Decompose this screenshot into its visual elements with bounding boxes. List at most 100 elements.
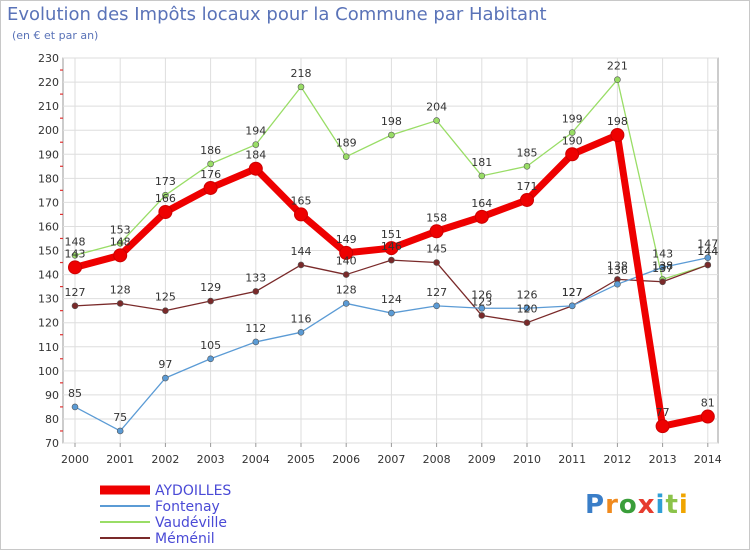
data-point	[568, 129, 576, 136]
data-label: 127	[562, 286, 583, 299]
data-label: 126	[517, 288, 538, 301]
data-label: 140	[336, 255, 357, 268]
y-tick-label: 180	[38, 172, 59, 185]
data-label: 143	[652, 247, 673, 260]
data-label: 176	[200, 168, 221, 181]
data-label: 127	[562, 286, 583, 299]
data-label: 146	[381, 240, 402, 253]
data-point	[116, 239, 124, 247]
y-tick-label: 130	[38, 293, 59, 306]
x-tick-label: 2006	[332, 453, 360, 466]
data-label: 112	[245, 322, 266, 335]
data-point	[252, 288, 260, 295]
data-point	[433, 302, 440, 310]
legend-label: Fontenay	[155, 499, 220, 515]
data-label: 148	[110, 235, 131, 248]
data-label: 153	[110, 223, 131, 236]
x-tick-label: 2007	[377, 453, 405, 466]
data-point	[113, 248, 128, 263]
data-label: 171	[517, 180, 538, 193]
x-tick-label: 2008	[423, 453, 451, 466]
data-point	[614, 76, 621, 83]
y-tick-label: 190	[38, 148, 59, 161]
data-label: 173	[155, 175, 176, 188]
y-tick-label: 170	[38, 196, 59, 209]
data-point	[342, 153, 350, 160]
data-label: 75	[113, 411, 127, 424]
x-tick-label: 2009	[468, 453, 496, 466]
data-label: 147	[697, 238, 718, 251]
data-point	[388, 131, 395, 139]
data-point	[568, 302, 576, 310]
data-point	[659, 264, 666, 271]
data-label: 186	[200, 144, 221, 157]
data-label: 144	[697, 245, 718, 258]
data-point	[478, 172, 486, 180]
data-point	[297, 261, 305, 269]
data-point	[342, 271, 350, 278]
data-point	[565, 147, 580, 162]
y-tick-label: 160	[38, 220, 59, 233]
data-point	[297, 329, 305, 336]
data-point	[523, 304, 531, 312]
data-point	[433, 259, 440, 266]
chart-title: Evolution des Impôts locaux pour la Comm…	[7, 4, 547, 25]
x-tick-label: 2000	[61, 453, 89, 466]
data-point	[162, 307, 169, 314]
data-label: 128	[110, 283, 131, 296]
y-tick-label: 220	[38, 76, 59, 89]
data-point	[433, 117, 440, 124]
data-label: 137	[652, 262, 673, 275]
data-point	[162, 191, 169, 199]
data-point	[68, 260, 82, 275]
data-label: 138	[607, 259, 628, 272]
logo-letter: i	[678, 490, 689, 520]
y-tick-label: 200	[38, 124, 59, 137]
data-label: 144	[697, 245, 718, 258]
data-label: 189	[336, 137, 357, 150]
data-point	[704, 261, 712, 269]
y-tick-label: 90	[45, 389, 59, 402]
y-tick-label: 210	[38, 100, 59, 113]
data-point	[478, 304, 486, 312]
logo-letter: P	[585, 490, 606, 520]
data-point	[158, 205, 173, 219]
logo-letter: t	[665, 490, 679, 520]
logo-letter: i	[655, 490, 666, 520]
data-label: 221	[607, 60, 628, 73]
data-point	[116, 300, 124, 307]
data-point	[207, 355, 214, 363]
data-label: 151	[381, 228, 402, 241]
data-label: 81	[701, 397, 715, 410]
proxiti-logo: Proxiti	[585, 490, 689, 520]
legend-label: Vaudéville	[155, 515, 227, 531]
legend-label: AYDOILLES	[155, 483, 231, 499]
data-point	[252, 141, 260, 148]
data-point	[248, 161, 263, 176]
data-point	[71, 403, 79, 411]
data-label: 105	[200, 339, 221, 352]
logo-letter: r	[605, 490, 619, 520]
legend-label: Méménil	[155, 531, 215, 547]
data-point	[523, 319, 531, 326]
data-label: 144	[291, 245, 312, 258]
data-label: 136	[607, 264, 628, 277]
y-tick-label: 110	[38, 341, 59, 354]
data-point	[294, 207, 308, 222]
data-label: 149	[336, 233, 357, 246]
data-label: 124	[381, 293, 402, 306]
data-label: 198	[607, 115, 628, 128]
y-tick-label: 140	[38, 269, 59, 282]
data-label: 127	[426, 286, 447, 299]
x-tick-label: 2014	[694, 453, 722, 466]
data-label: 158	[426, 211, 447, 224]
y-tick-label: 120	[38, 317, 59, 330]
x-tick-label: 2012	[603, 453, 631, 466]
x-tick-label: 2001	[106, 453, 134, 466]
data-point	[162, 374, 169, 382]
data-label: 145	[426, 243, 447, 256]
chart-subtitle: (en € et par an)	[12, 29, 99, 42]
data-label: 129	[200, 281, 221, 294]
